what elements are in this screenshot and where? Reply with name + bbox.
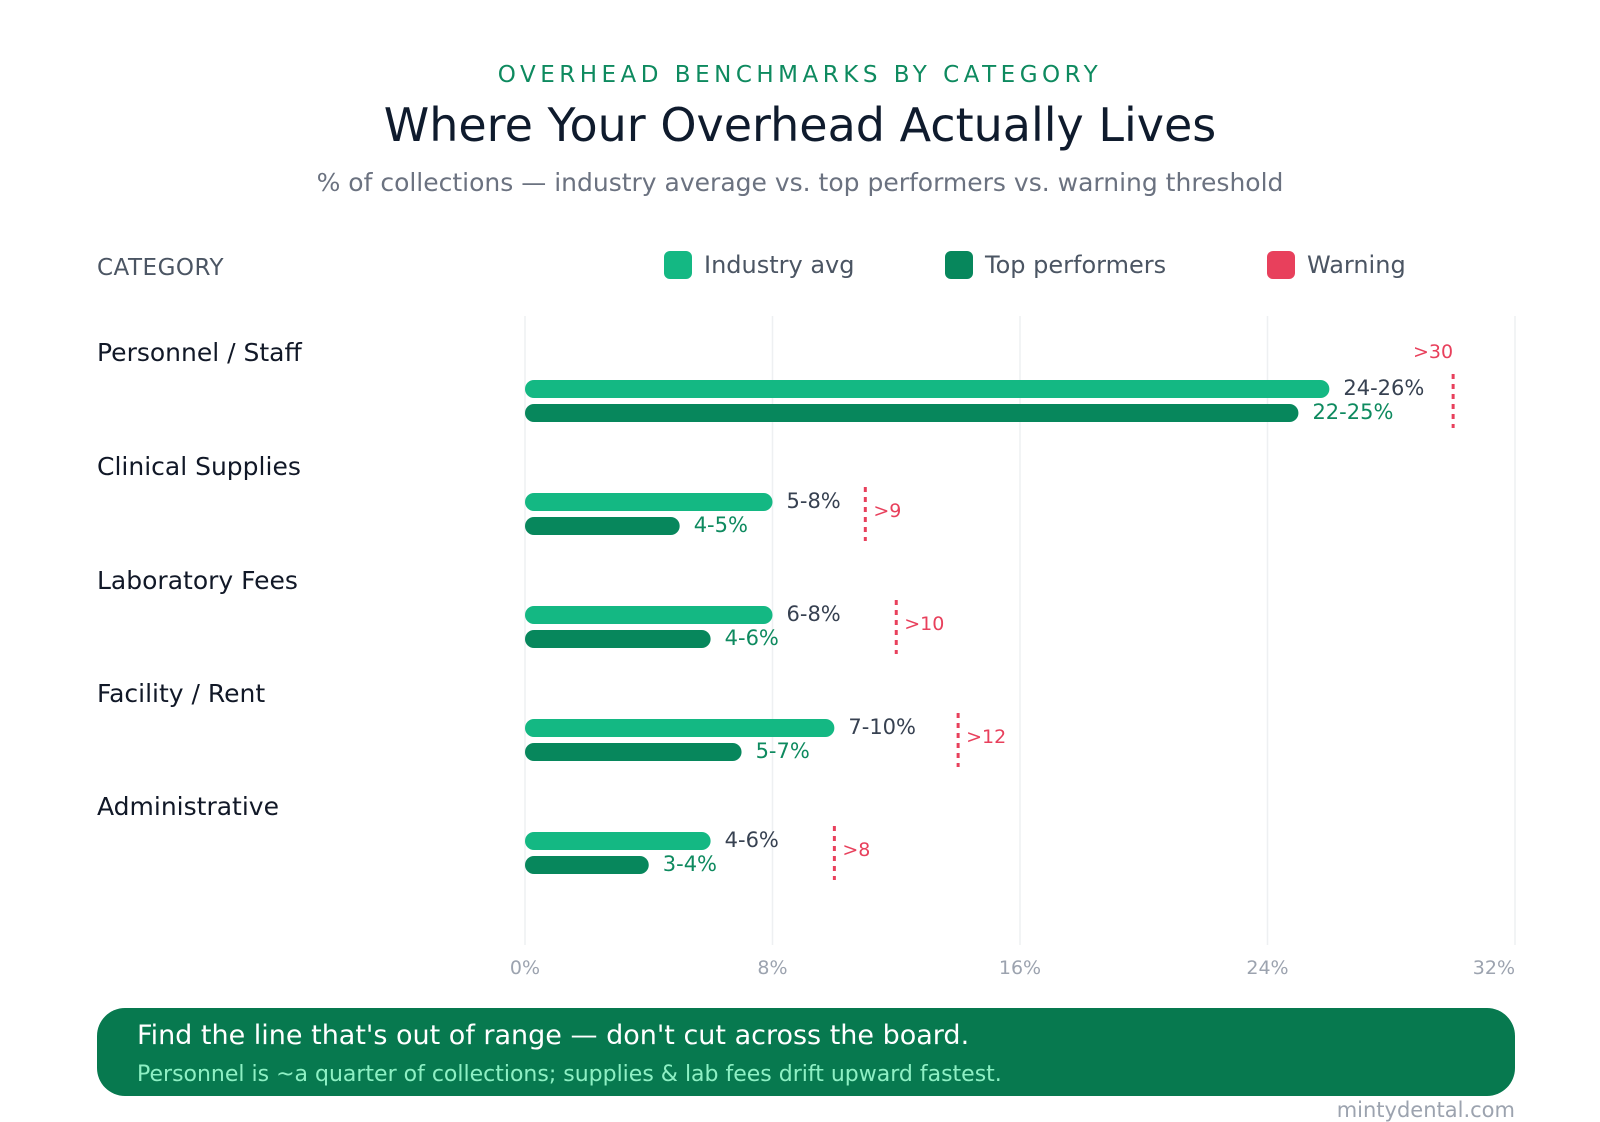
category-label-personnel: Personnel / Staff xyxy=(97,338,302,367)
category-label-laboratory-fees: Laboratory Fees xyxy=(97,566,298,595)
bar-industry-2 xyxy=(525,606,773,624)
bar-industry-1 xyxy=(525,493,773,511)
label-warning-1: >9 xyxy=(873,500,901,522)
legend-label-warning: Warning xyxy=(1307,251,1406,279)
category-label-facility-rent: Facility / Rent xyxy=(97,679,266,708)
bar-chart-plot: 0% 8% 16% 24% 32% 24-26%22-25% >30 5-8% 4-5% >9 6-… xyxy=(510,316,1516,979)
chart-kicker: OVERHEAD BENCHMARKS BY CATEGORY xyxy=(497,62,1103,88)
bar-industry-0 xyxy=(525,380,1330,398)
legend-item-warning: Warning xyxy=(1267,250,1406,280)
x-tick-label-2: 16% xyxy=(999,957,1041,979)
callout-main-text: Find the line that's out of range — don'… xyxy=(137,1020,970,1051)
label-warning-2: >10 xyxy=(904,613,944,635)
bar-industry-3 xyxy=(525,719,835,737)
callout-sub-text: Personnel is ~a quarter of collections; … xyxy=(137,1062,1002,1087)
chart-title: Where Your Overhead Actually Lives xyxy=(383,98,1217,152)
bar-industry-4 xyxy=(525,832,711,850)
category-label-clinical-supplies: Clinical Supplies xyxy=(97,452,301,481)
label-warning-4: >8 xyxy=(842,839,870,861)
bar-top-3 xyxy=(525,743,742,761)
legend-swatch-warning xyxy=(1267,251,1295,279)
callout-banner: Find the line that's out of range — don'… xyxy=(97,1008,1515,1096)
bar-top-4 xyxy=(525,856,649,874)
label-industry-0: 24-26% xyxy=(1343,376,1424,400)
legend-label-industry: Industry avg xyxy=(704,251,855,279)
footer-source: mintydental.com xyxy=(1336,1098,1515,1122)
label-warning-3: >12 xyxy=(966,726,1006,748)
label-top-0: 22-25% xyxy=(1312,400,1393,424)
category-label-administrative: Administrative xyxy=(97,792,279,821)
x-tick-label-0: 0% xyxy=(510,957,540,979)
label-industry-2: 6-8% xyxy=(787,602,841,626)
legend-swatch-industry xyxy=(664,251,692,279)
x-tick-label-4: 32% xyxy=(1473,957,1515,979)
bar-top-2 xyxy=(525,630,711,648)
x-tick-label-1: 8% xyxy=(757,957,787,979)
label-top-3: 5-7% xyxy=(756,739,810,763)
label-top-2: 4-6% xyxy=(725,626,779,650)
x-tick-label-3: 24% xyxy=(1246,957,1288,979)
label-industry-3: 7-10% xyxy=(848,715,916,739)
legend-item-top: Top performers xyxy=(945,250,1166,280)
legend-label-top: Top performers xyxy=(985,251,1167,279)
bar-top-0 xyxy=(525,404,1299,422)
category-column-header: CATEGORY xyxy=(97,255,225,281)
legend-swatch-top xyxy=(945,251,973,279)
bar-top-1 xyxy=(525,517,680,535)
label-industry-4: 4-6% xyxy=(725,828,779,852)
label-industry-1: 5-8% xyxy=(787,489,841,513)
label-warning-0: >30 xyxy=(1413,341,1453,363)
legend-item-industry: Industry avg xyxy=(664,250,855,280)
chart-subtitle: % of collections — industry average vs. … xyxy=(316,168,1284,197)
label-top-4: 3-4% xyxy=(663,852,717,876)
label-top-1: 4-5% xyxy=(694,513,748,537)
